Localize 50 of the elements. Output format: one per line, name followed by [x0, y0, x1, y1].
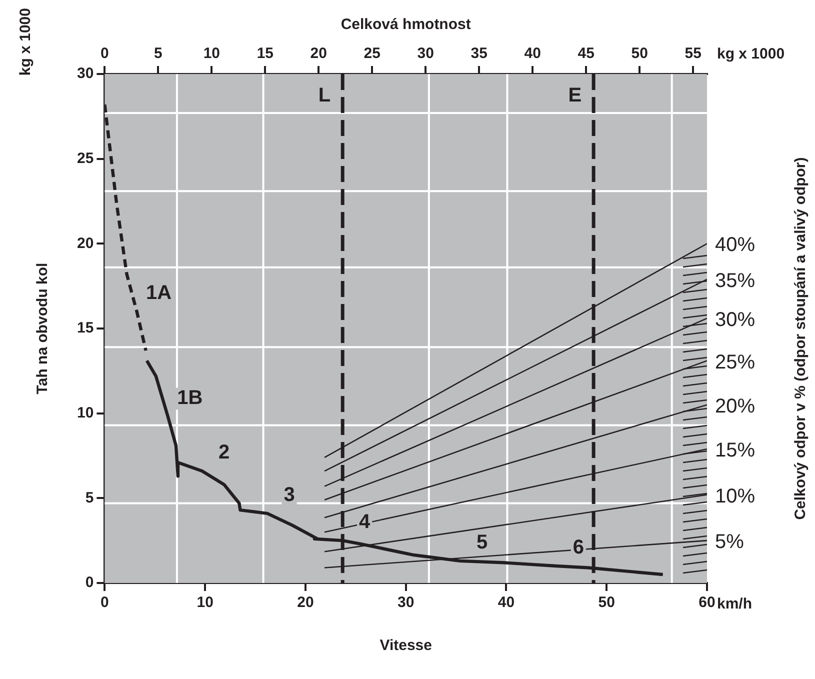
x-axis-title: Vitesse — [380, 637, 432, 654]
annotation: 2 — [218, 442, 230, 464]
x-tick-label: 30 — [398, 594, 414, 612]
y-tick-label: 15 — [76, 320, 94, 337]
x2-tick-label: 35 — [470, 45, 488, 62]
ref-line-label: E — [568, 84, 582, 107]
x2-axis-title: Celková hmotnost — [340, 16, 471, 34]
x2-tick-label: 25 — [364, 45, 380, 62]
legend-label: 5% — [715, 531, 744, 554]
y-tick-label: 0 — [85, 574, 94, 592]
legend-label: 10% — [715, 485, 756, 508]
y-tick-label: 10 — [76, 404, 94, 422]
x-tick-label: 40 — [498, 594, 515, 612]
y-tick-label: 20 — [76, 234, 94, 252]
text: kg x 1000 — [17, 8, 34, 76]
legend-label: 15% — [715, 439, 756, 462]
text: kg x 1000 — [717, 46, 785, 63]
legend-label: 25% — [715, 351, 756, 374]
annotation: 1B — [177, 387, 203, 410]
text: Celkový odpor v % (odpor stoupání a valivý odpor) — [792, 157, 810, 520]
x2-tick-label: 20 — [310, 45, 327, 62]
x-tick-label: 10 — [196, 594, 214, 612]
legend-label: 35% — [715, 270, 756, 292]
x2-tick-label: 55 — [684, 45, 702, 62]
annotation: 5 — [476, 531, 488, 554]
annotation: 3 — [284, 484, 295, 506]
x2-tick-label: 40 — [524, 45, 541, 62]
x2-tick-label: 45 — [578, 45, 594, 62]
x-tick-label: 60 — [698, 594, 716, 612]
text: km/h — [717, 596, 752, 613]
annotation: 4 — [359, 511, 372, 534]
annotation: 6 — [572, 536, 584, 559]
annotation: 1A — [146, 282, 172, 304]
x2-tick-label: 30 — [417, 45, 434, 62]
y-tick-label: 5 — [85, 489, 94, 506]
legend-label: 40% — [715, 234, 756, 256]
x-tick-label: 50 — [598, 594, 615, 612]
y-tick-label: 30 — [76, 65, 94, 82]
legend-label: 20% — [715, 395, 756, 418]
legend-label: 30% — [715, 308, 756, 331]
x2-tick-label: 10 — [203, 45, 220, 62]
x2-tick-label: 15 — [256, 45, 274, 62]
y-tick-label: 25 — [76, 150, 94, 167]
x2-tick-label: 50 — [631, 45, 648, 62]
ref-line-label: L — [318, 84, 331, 107]
x2-tick-label: 5 — [154, 45, 162, 62]
x-tick-label: 20 — [297, 594, 314, 612]
x-tick-label: 0 — [100, 594, 109, 612]
x2-tick-label: 0 — [100, 45, 109, 62]
y-axis-title: Tah na obvodu kol — [34, 262, 52, 394]
